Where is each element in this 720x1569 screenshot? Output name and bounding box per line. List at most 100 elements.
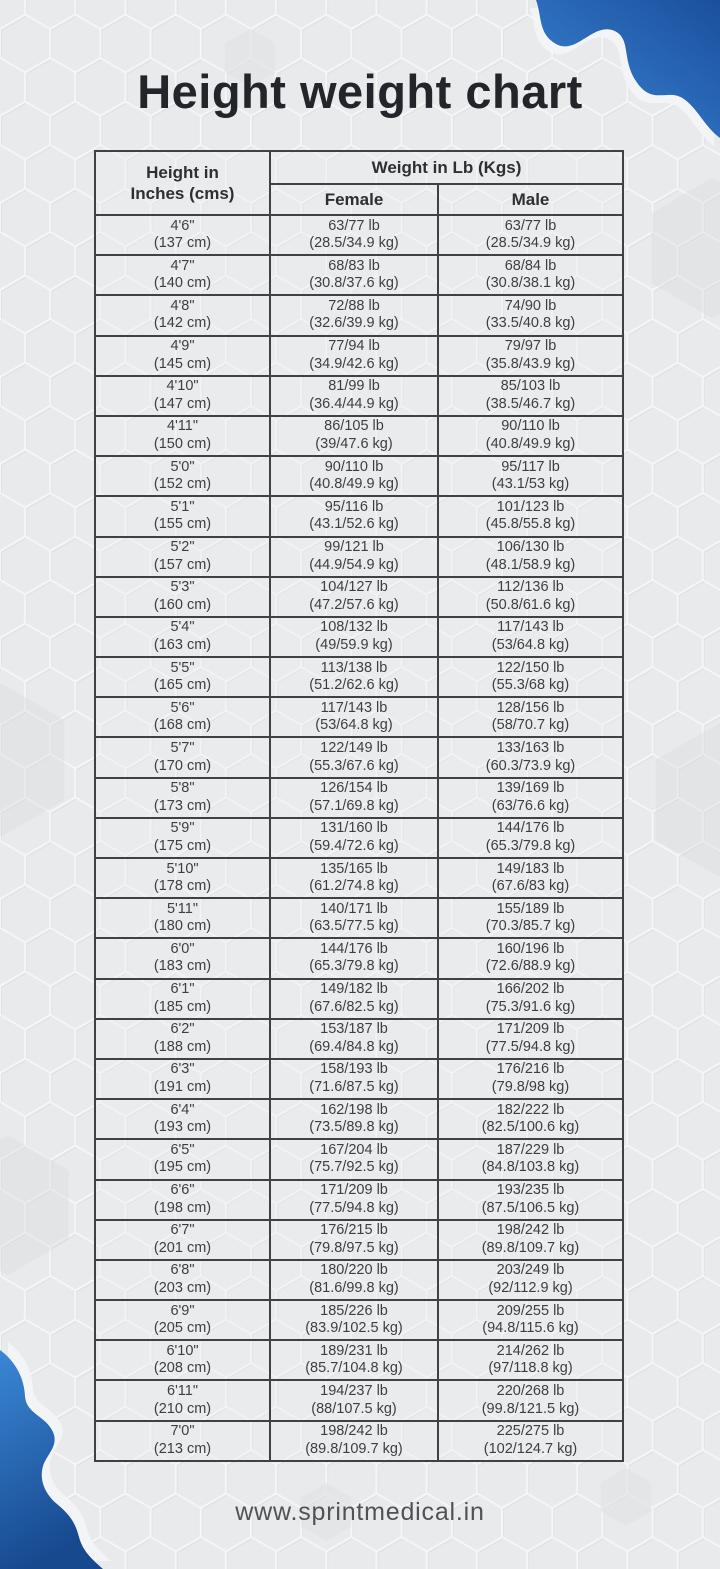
table-row: 5'7" (170 cm) 122/149 lb (55.3/67.6 kg) 133/… [94, 736, 624, 779]
male-cell: 160/196 lb (72.6/88.9 kg) [437, 937, 624, 980]
cell-line-1: 187/229 lb [496, 1141, 565, 1158]
cell-line-1: 160/196 lb [496, 940, 565, 957]
male-cell: 68/84 lb (30.8/38.1 kg) [437, 254, 624, 297]
male-cell: 128/156 lb (58/70.7 kg) [437, 696, 624, 739]
height-cell: 4'8" (142 cm) [94, 294, 271, 337]
cell-line-2: (67.6/83 kg) [491, 878, 570, 895]
cell-line-1: 86/105 lb [324, 418, 384, 435]
male-cell: 171/209 lb (77.5/94.8 kg) [437, 1017, 624, 1060]
height-cell: 4'11" (150 cm) [94, 414, 271, 458]
cell-line-2: (33.5/40.8 kg) [485, 315, 576, 332]
cell-line-1: 117/143 lb [497, 619, 564, 636]
female-cell: 104/127 lb (47.2/57.6 kg) [269, 575, 439, 618]
male-cell: 79/97 lb (35.8/43.9 kg) [437, 334, 624, 377]
cell-line-1: 112/136 lb [497, 579, 564, 596]
cell-line-2: (63.5/77.5 kg) [309, 918, 399, 935]
cell-line-1: 4'7" [170, 257, 195, 274]
cell-line-2: (30.8/38.1 kg) [485, 275, 576, 292]
cell-line-2: (50.8/61.6 kg) [485, 596, 576, 613]
cell-line-2: (38.5/46.7 kg) [485, 395, 576, 412]
cell-line-1: 158/193 lb [320, 1061, 388, 1078]
height-cell: 5'9" (175 cm) [94, 816, 271, 860]
cell-line-1: 5'6" [170, 699, 195, 716]
male-cell: 155/189 lb (70.3/85.7 kg) [437, 897, 624, 940]
male-cell: 182/222 lb (82.5/100.6 kg) [437, 1098, 624, 1141]
corner-blob-bottom-left [0, 1342, 111, 1569]
cell-line-2: (213 cm) [153, 1440, 212, 1457]
cell-line-1: 198/242 lb [496, 1222, 565, 1239]
header-weight-group: Weight in Lb (Kgs) [269, 150, 624, 185]
cell-line-1: 128/156 lb [496, 699, 565, 716]
table-row: 4'8" (142 cm) 72/88 lb (32.6/39.9 kg) 74/90 … [94, 294, 624, 337]
cell-line-1: 126/154 lb [320, 780, 388, 797]
height-cell: 5'0" (152 cm) [94, 455, 271, 498]
cell-line-2: (77.5/94.8 kg) [309, 1199, 399, 1216]
height-cell: 5'1" (155 cm) [94, 495, 271, 538]
cell-line-2: (203 cm) [153, 1279, 212, 1296]
cell-line-2: (83.9/102.5 kg) [305, 1320, 403, 1337]
cell-line-2: (160 cm) [153, 596, 212, 613]
table-row: 4'10" (147 cm) 81/99 lb (36.4/44.9 kg) 85/10… [94, 374, 624, 417]
table-row: 6'6" (198 cm) 171/209 lb (77.5/94.8 kg) 193/… [94, 1178, 624, 1221]
cell-line-1: 131/160 lb [320, 820, 388, 837]
height-cell: 4'7" (140 cm) [94, 254, 271, 297]
cell-line-1: 149/182 lb [320, 981, 388, 998]
cell-line-1: 149/183 lb [496, 860, 565, 877]
cell-line-1: 171/209 lb [320, 1182, 388, 1198]
height-cell: 6'6" (198 cm) [94, 1178, 271, 1221]
table-row: 7'0" (213 cm) 198/242 lb (89.8/109.7 kg) 225… [94, 1419, 624, 1462]
cell-line-2: (71.6/87.5 kg) [309, 1079, 399, 1096]
female-cell: 171/209 lb (77.5/94.8 kg) [269, 1178, 439, 1221]
female-cell: 198/242 lb (89.8/109.7 kg) [269, 1419, 439, 1462]
male-cell: 63/77 lb (28.5/34.9 kg) [437, 213, 624, 257]
female-cell: 140/171 lb (63.5/77.5 kg) [269, 897, 439, 940]
cell-line-2: (188 cm) [153, 1038, 212, 1055]
female-cell: 167/204 lb (75.7/92.5 kg) [269, 1138, 439, 1181]
cell-line-2: (40.8/49.9 kg) [485, 436, 576, 453]
table-row: 5'4" (163 cm) 108/132 lb (49/59.9 kg) 117/14… [94, 615, 624, 659]
cell-line-1: 6'2" [170, 1021, 195, 1038]
cell-line-1: 6'1" [170, 981, 195, 998]
cell-line-2: (35.8/43.9 kg) [485, 355, 576, 372]
cell-line-2: (40.8/49.9 kg) [309, 476, 399, 493]
female-cell: 99/121 lb (44.9/54.9 kg) [269, 535, 439, 578]
cell-line-2: (43.1/53 kg) [491, 476, 570, 493]
table-row: 6'4" (193 cm) 162/198 lb (73.5/89.8 kg) 182/… [94, 1098, 624, 1141]
height-cell: 5'6" (168 cm) [94, 696, 271, 739]
cell-line-2: (53/64.8 kg) [491, 636, 570, 653]
cell-line-1: 6'5" [170, 1141, 195, 1158]
cell-line-1: 99/121 lb [324, 539, 384, 555]
female-cell: 122/149 lb (55.3/67.6 kg) [269, 736, 439, 779]
table-row: 4'6" (137 cm) 63/77 lb (28.5/34.9 kg) 63/77 … [94, 213, 624, 257]
cell-line-1: 135/165 lb [320, 860, 388, 877]
cell-line-1: 182/222 lb [496, 1101, 565, 1118]
table-header: Height in Inches (cms) Weight in Lb (Kgs… [94, 150, 624, 216]
cell-line-1: 106/130 lb [496, 539, 565, 555]
cell-line-1: 176/215 lb [320, 1222, 388, 1239]
cell-line-2: (140 cm) [153, 275, 212, 292]
cell-line-1: 68/83 lb [328, 257, 380, 274]
table-row: 5'1" (155 cm) 95/116 lb (43.1/52.6 kg) 101/1… [94, 495, 624, 538]
cell-line-2: (82.5/100.6 kg) [481, 1119, 580, 1136]
cell-line-1: 220/268 lb [496, 1382, 565, 1399]
male-cell: 166/202 lb (75.3/91.6 kg) [437, 977, 624, 1020]
cell-line-2: (185 cm) [153, 998, 212, 1015]
cell-line-1: 6'10" [166, 1342, 199, 1359]
cell-line-2: (147 cm) [153, 395, 212, 412]
male-cell: 133/163 lb (60.3/73.9 kg) [437, 736, 624, 779]
cell-line-2: (30.8/37.6 kg) [309, 275, 399, 292]
cell-line-2: (84.8/103.8 kg) [481, 1159, 580, 1176]
header-height-line2: Inches (cms) [130, 184, 235, 203]
header-male-column: Male [437, 183, 624, 216]
cell-line-2: (170 cm) [153, 757, 212, 774]
male-cell: 139/169 lb (63/76.6 kg) [437, 776, 624, 819]
website-url: www.sprintmedical.in [235, 1498, 485, 1526]
female-cell: 72/88 lb (32.6/39.9 kg) [269, 294, 439, 337]
cell-line-1: 209/255 lb [496, 1302, 565, 1319]
height-cell: 5'3" (160 cm) [94, 575, 271, 618]
cell-line-2: (59.4/72.6 kg) [309, 837, 399, 854]
cell-line-2: (87.5/106.5 kg) [481, 1199, 580, 1216]
height-weight-table-container: Height in Inches (cms) Weight in Lb (Kgs… [94, 150, 624, 1462]
cell-line-1: 90/110 lb [324, 458, 384, 475]
male-cell: 106/130 lb (48.1/58.9 kg) [437, 535, 624, 578]
